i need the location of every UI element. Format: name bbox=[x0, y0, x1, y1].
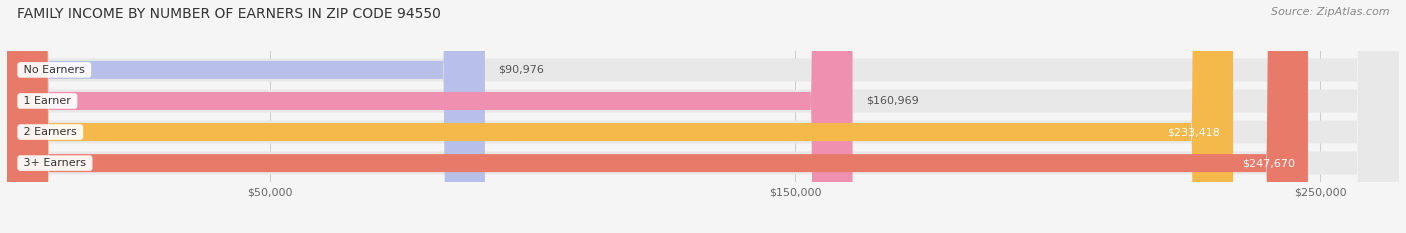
Text: $160,969: $160,969 bbox=[866, 96, 918, 106]
FancyBboxPatch shape bbox=[7, 0, 1399, 233]
Text: 1 Earner: 1 Earner bbox=[20, 96, 75, 106]
Text: $247,670: $247,670 bbox=[1241, 158, 1295, 168]
Text: No Earners: No Earners bbox=[20, 65, 89, 75]
FancyBboxPatch shape bbox=[7, 0, 852, 233]
FancyBboxPatch shape bbox=[7, 0, 1399, 233]
Text: 3+ Earners: 3+ Earners bbox=[20, 158, 90, 168]
FancyBboxPatch shape bbox=[7, 0, 1308, 233]
Text: $233,418: $233,418 bbox=[1167, 127, 1220, 137]
Text: FAMILY INCOME BY NUMBER OF EARNERS IN ZIP CODE 94550: FAMILY INCOME BY NUMBER OF EARNERS IN ZI… bbox=[17, 7, 440, 21]
Text: $90,976: $90,976 bbox=[498, 65, 544, 75]
FancyBboxPatch shape bbox=[7, 0, 485, 233]
Text: Source: ZipAtlas.com: Source: ZipAtlas.com bbox=[1271, 7, 1389, 17]
FancyBboxPatch shape bbox=[7, 0, 1399, 233]
FancyBboxPatch shape bbox=[7, 0, 1233, 233]
Text: 2 Earners: 2 Earners bbox=[20, 127, 80, 137]
FancyBboxPatch shape bbox=[7, 0, 1399, 233]
